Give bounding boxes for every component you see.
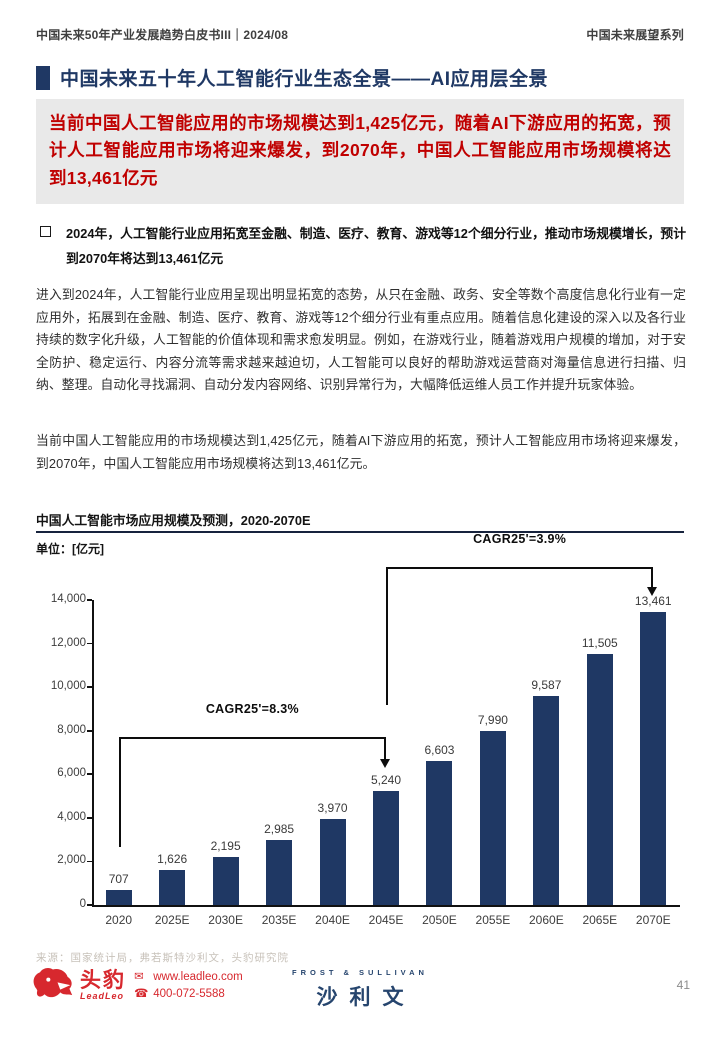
- x-tick-label: 2070E: [635, 913, 671, 927]
- summary-highlight-box: 当前中国人工智能应用的市场规模达到1,425亿元，随着AI下游应用的拓宽，预计人…: [36, 99, 684, 204]
- body-paragraph-1: 进入到2024年，人工智能行业应用呈现出明显拓宽的态势，从只在金融、政务、安全等…: [36, 287, 686, 393]
- chart-unit-label: 单位：[亿元]: [36, 542, 104, 556]
- leadleo-subname: LeadLeo: [80, 991, 125, 1001]
- page-title: 中国未来五十年人工智能行业生态全景——AI应用层全景: [60, 69, 549, 90]
- y-tick-mark: [87, 773, 92, 776]
- bar: [479, 730, 506, 905]
- x-axis-line: [92, 905, 680, 907]
- summary-highlight-text: 当前中国人工智能应用的市场规模达到1,425亿元，随着AI下游应用的拓宽，预计人…: [49, 113, 671, 188]
- x-tick-label: 2035E: [261, 913, 297, 927]
- source-note: 来源：国家统计局，弗若斯特沙利文，头豹研究院: [36, 952, 289, 964]
- body-paragraph-2: 当前中国人工智能应用的市场规模达到1,425亿元，随着AI下游应用的拓宽，预计人…: [36, 433, 686, 471]
- y-tick-label: 4,000: [57, 810, 86, 823]
- cagr-bracket-line: [386, 567, 654, 569]
- bar-value-label: 6,603: [424, 743, 455, 758]
- bar-value-label: 9,587: [531, 678, 562, 693]
- y-tick-label: 0: [79, 898, 86, 910]
- y-tick-label: 2,000: [57, 854, 86, 867]
- leadleo-tiger-icon: [33, 967, 73, 998]
- bar-value-label: 2,195: [210, 839, 241, 854]
- y-tick-label: 6,000: [57, 767, 86, 780]
- x-tick-label: 2055E: [475, 913, 511, 927]
- cagr-bracket-left-leg: [118, 737, 121, 847]
- cagr-annotation-label: CAGR25'=8.3%: [205, 702, 299, 716]
- bar: [105, 889, 132, 905]
- bar-value-label: 11,505: [581, 636, 618, 651]
- x-tick-label: 2065E: [582, 913, 618, 927]
- y-tick-label: 10,000: [50, 680, 86, 693]
- bar-chart: 0 2,000 4,000 6,000 8,000 10,000 12,000 14,000 7…: [36, 530, 684, 942]
- x-tick-label: 2025E: [154, 913, 190, 927]
- chart-title-underline: [36, 531, 684, 533]
- cagr-bracket-line: [118, 737, 386, 739]
- arrow-down-icon: [380, 759, 390, 768]
- page-number: 41: [676, 978, 690, 992]
- y-tick-label: 8,000: [57, 723, 86, 736]
- bar: [212, 857, 239, 905]
- bar: [373, 790, 399, 905]
- leadleo-phone: 400-072-5588: [153, 988, 225, 1000]
- cagr-bracket-right-leg: [384, 737, 386, 759]
- bar: [319, 818, 346, 905]
- bar-value-label: 13,461: [634, 593, 672, 608]
- bar: [159, 869, 186, 905]
- chart-title: 中国人工智能市场应用规模及预测，2020-2070E: [36, 513, 311, 528]
- bar-value-label: 7,990: [477, 712, 508, 727]
- x-tick-label: 2045E: [368, 913, 404, 927]
- cagr-annotation-label: CAGR25'=3.9%: [473, 532, 567, 546]
- y-tick-label: 12,000: [50, 636, 86, 649]
- y-tick-label: 14,000: [50, 593, 86, 605]
- leadleo-name: 头豹: [80, 969, 126, 992]
- bar-value-label: 1,626: [157, 851, 188, 866]
- sullivan-logo-name: 沙利文: [316, 986, 416, 1009]
- bar-value-label: 707: [108, 871, 129, 886]
- doc-header-right: 中国未来展望系列: [586, 28, 684, 42]
- leadleo-website: www.leadleo.com: [153, 971, 243, 983]
- bar: [586, 654, 613, 905]
- bar: [426, 761, 453, 905]
- x-tick-label: 2060E: [529, 913, 564, 927]
- sullivan-logo: FROST & SULLIVAN 沙利文: [260, 968, 460, 1011]
- leadleo-logo: 头豹 LeadLeo ✉ www.leadleo.com ☎ 400-072-5…: [30, 966, 243, 1006]
- x-tick-label: 2020: [105, 913, 133, 927]
- x-tick-label: 2040E: [315, 913, 350, 927]
- arrow-down-icon: [647, 587, 658, 596]
- key-point-row: 2024年，人工智能行业应用拓宽至金融、制造、医疗、教育、游戏等12个细分行业，…: [40, 221, 686, 271]
- bar: [640, 611, 667, 905]
- phone-icon: ☎: [134, 988, 149, 1000]
- doc-header-left: 中国未来50年产业发展趋势白皮书III｜2024/08: [36, 28, 289, 42]
- bar: [266, 839, 293, 905]
- y-tick-mark: [87, 904, 92, 906]
- x-tick-label: 2030E: [208, 913, 243, 927]
- cagr-bracket-left-leg: [386, 567, 388, 705]
- key-point-text: 2024年，人工智能行业应用拓宽至金融、制造、医疗、教育、游戏等12个细分行业，…: [66, 226, 686, 266]
- title-square-marker: [36, 66, 50, 90]
- sullivan-logo-top: FROST & SULLIVAN: [292, 968, 428, 977]
- bar-value-label: 2,985: [264, 821, 295, 836]
- y-tick-mark: [87, 860, 92, 863]
- bar-value-label: 5,240: [370, 772, 402, 787]
- x-tick-label: 2050E: [422, 913, 457, 927]
- y-tick-mark: [87, 817, 92, 819]
- y-axis-line: [92, 600, 94, 905]
- cagr-bracket-right-leg: [651, 567, 654, 587]
- y-tick-mark: [87, 599, 92, 601]
- bar: [533, 696, 560, 905]
- bar-value-label: 3,970: [317, 800, 348, 815]
- y-tick-mark: [87, 642, 92, 645]
- square-bullet-icon: [40, 226, 51, 237]
- y-tick-mark: [87, 729, 92, 732]
- y-tick-mark: [87, 686, 92, 688]
- envelope-icon: ✉: [134, 971, 144, 983]
